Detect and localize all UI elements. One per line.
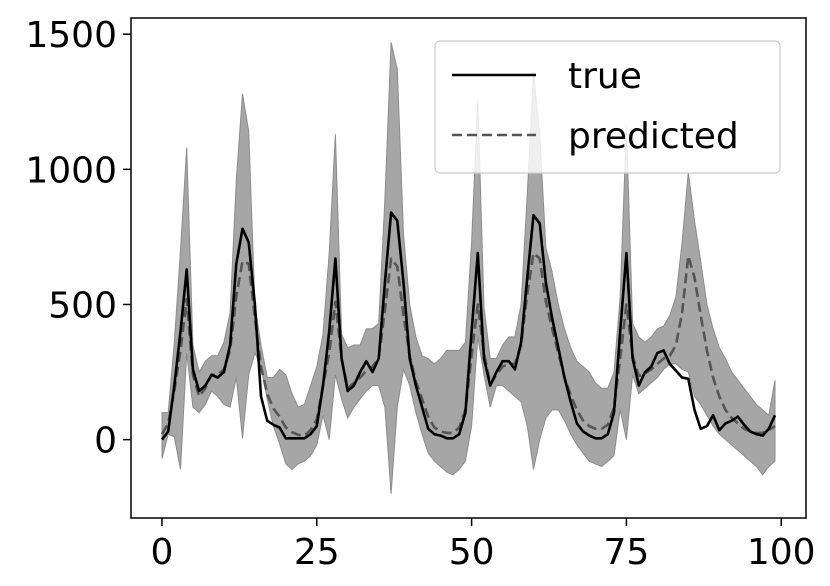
x-tick-label: 75 [604,532,650,573]
legend-label-predicted: predicted [568,116,739,157]
y-tick-label: 1500 [25,15,117,56]
x-tick-label: 0 [151,532,174,573]
x-tick-label: 25 [294,532,340,573]
y-tick-label: 500 [48,285,117,326]
legend: true predicted [434,40,781,174]
y-tick-label: 0 [94,421,117,462]
series-layer [160,211,777,441]
plot-frame [130,17,807,519]
x-tick-label: 50 [449,532,495,573]
legend-label-true: true [568,56,642,97]
y-tick-label: 1000 [25,150,117,191]
uncertainty-band-layer [161,42,776,494]
series-line-true [160,211,777,441]
uncertainty-band [161,42,776,494]
x-tick-label: 100 [747,532,816,573]
